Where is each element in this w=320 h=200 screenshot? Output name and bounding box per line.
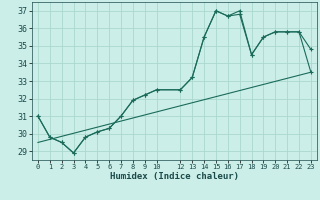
X-axis label: Humidex (Indice chaleur): Humidex (Indice chaleur) <box>110 172 239 181</box>
